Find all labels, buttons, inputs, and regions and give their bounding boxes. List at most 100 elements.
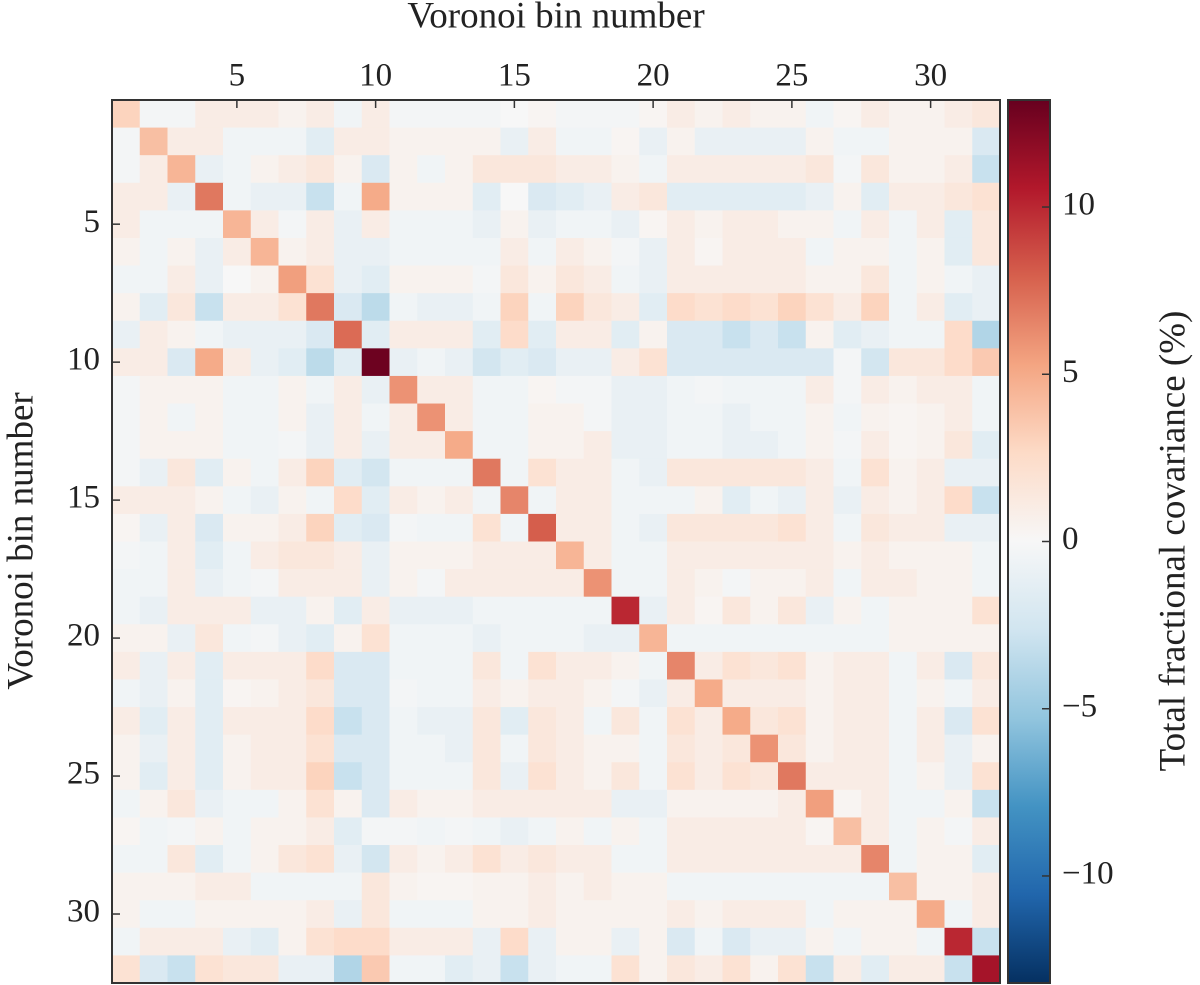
heatmap-cell: [445, 569, 474, 598]
heatmap-cell: [667, 265, 696, 294]
heatmap-cell: [361, 817, 391, 846]
heatmap-cell: [167, 624, 196, 653]
heatmap-cell: [528, 375, 557, 405]
heatmap-cell: [139, 431, 169, 460]
heatmap-cell: [778, 320, 807, 349]
heatmap-cell: [472, 100, 502, 129]
heatmap-cell: [944, 624, 973, 653]
heatmap-cell: [278, 845, 307, 874]
heatmap-cell: [639, 762, 668, 791]
heatmap-cell: [750, 293, 779, 322]
heatmap-cell: [722, 265, 751, 294]
heatmap-cell: [861, 817, 890, 846]
heatmap-cell: [112, 458, 141, 487]
heatmap-cell: [389, 927, 418, 957]
y-tick-label: 30: [67, 894, 100, 930]
heatmap-cell: [500, 789, 529, 819]
heatmap-cell: [916, 955, 946, 984]
heatmap-cell: [944, 596, 973, 625]
heatmap-cell: [611, 541, 640, 570]
heatmap-cell: [750, 458, 779, 487]
heatmap-cell: [944, 845, 973, 874]
heatmap-cell: [361, 293, 391, 322]
heatmap-cell: [361, 375, 391, 405]
colorbar-tick-label: 10: [1062, 187, 1095, 223]
heatmap-cell: [889, 155, 918, 184]
heatmap-cell: [306, 872, 335, 901]
heatmap-cell: [944, 789, 973, 819]
heatmap-cell: [250, 127, 280, 156]
heatmap-cell: [916, 458, 946, 487]
heatmap-cell: [112, 927, 141, 957]
heatmap-cell: [639, 210, 668, 239]
heatmap-cell: [611, 707, 640, 736]
heatmap-cell: [583, 817, 613, 846]
heatmap-cell: [583, 210, 613, 239]
heatmap-cell: [611, 569, 640, 598]
heatmap-cell: [500, 762, 529, 791]
heatmap-cell: [528, 789, 557, 819]
heatmap-cell: [389, 182, 418, 211]
heatmap-cell: [639, 155, 668, 184]
heatmap-cell: [223, 375, 252, 405]
heatmap-cell: [223, 458, 252, 487]
heatmap-cell: [583, 458, 613, 487]
heatmap-cell: [528, 348, 557, 377]
heatmap-cell: [889, 541, 918, 570]
heatmap-cell: [112, 789, 141, 819]
heatmap-cell: [195, 431, 224, 460]
heatmap-cell: [278, 872, 307, 901]
heatmap-cell: [223, 762, 252, 791]
heatmap-cell: [667, 596, 696, 625]
heatmap-cell: [528, 320, 557, 349]
heatmap-cell: [112, 127, 141, 156]
heatmap-cell: [778, 348, 807, 377]
heatmap-cell: [750, 596, 779, 625]
heatmap-cell: [750, 762, 779, 791]
heatmap-cell: [528, 955, 557, 984]
heatmap-cell: [528, 127, 557, 156]
heatmap-cell: [750, 127, 779, 156]
heatmap-cell: [112, 403, 141, 432]
heatmap-cell: [417, 900, 446, 929]
heatmap-cell: [223, 900, 252, 929]
heatmap-cell: [112, 541, 141, 570]
heatmap-cell: [278, 458, 307, 487]
heatmap-cell: [889, 927, 918, 957]
heatmap-cell: [833, 210, 862, 239]
heatmap-cell: [139, 955, 169, 984]
heatmap-cell: [195, 320, 224, 349]
heatmap-cell: [778, 817, 807, 846]
heatmap-cell: [389, 817, 418, 846]
heatmap-cell: [722, 955, 751, 984]
heatmap-cell: [250, 596, 280, 625]
heatmap-cell: [167, 596, 196, 625]
heatmap-cell: [916, 348, 946, 377]
heatmap-cell: [306, 100, 335, 129]
heatmap-cell: [556, 789, 585, 819]
heatmap-cell: [916, 375, 946, 405]
heatmap-cell: [805, 293, 835, 322]
heatmap-cell: [445, 486, 474, 515]
heatmap-cell: [972, 293, 1001, 322]
heatmap-cell: [583, 320, 613, 349]
heatmap-cell: [611, 789, 640, 819]
heatmap-cell: [500, 155, 529, 184]
heatmap-cell: [445, 182, 474, 211]
heatmap-cell: [583, 541, 613, 570]
heatmap-cell: [278, 237, 307, 267]
heatmap-cell: [833, 458, 862, 487]
heatmap-cell: [445, 127, 474, 156]
heatmap-cell: [972, 513, 1001, 543]
heatmap-cell: [306, 155, 335, 184]
heatmap-cell: [167, 127, 196, 156]
heatmap-cell: [278, 155, 307, 184]
heatmap-cell: [972, 569, 1001, 598]
heatmap-cell: [167, 651, 196, 681]
heatmap-cell: [250, 569, 280, 598]
heatmap-cell: [389, 845, 418, 874]
heatmap-cell: [861, 237, 890, 267]
heatmap-cell: [361, 348, 391, 377]
heatmap-cell: [389, 900, 418, 929]
heatmap-cell: [195, 348, 224, 377]
